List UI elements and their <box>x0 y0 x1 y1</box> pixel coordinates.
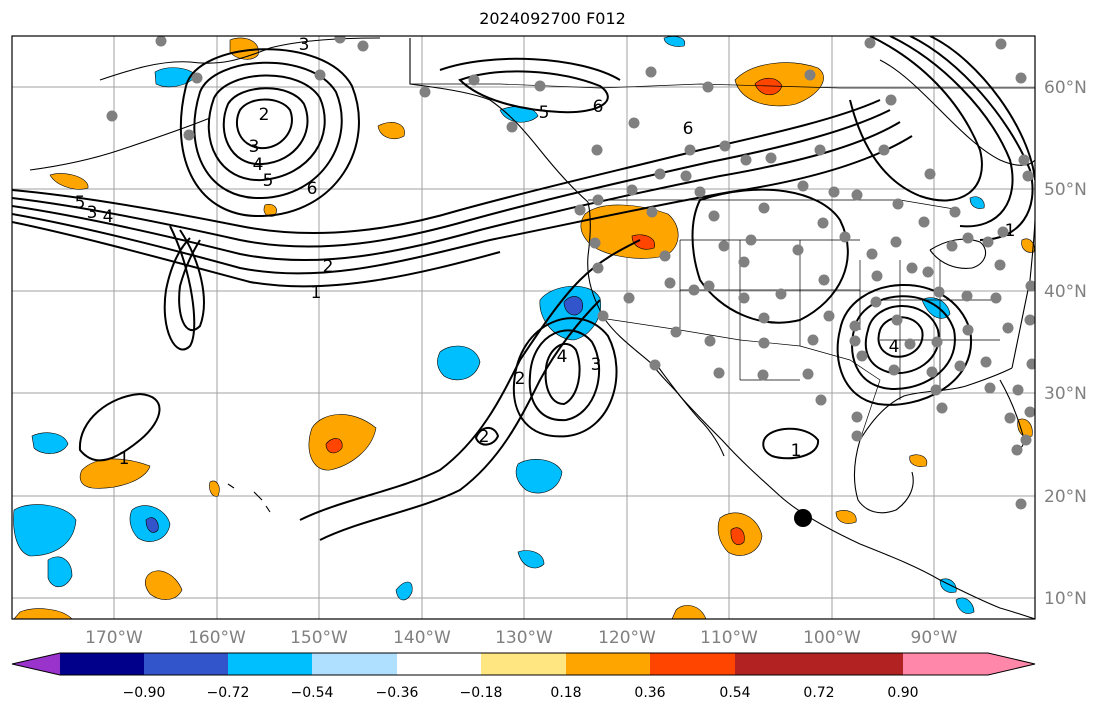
contour-label: 6 <box>683 119 694 139</box>
contour-label: 4 <box>103 207 114 227</box>
colorbar-label: −0.90 <box>123 685 166 701</box>
colorbar-segment <box>312 653 397 675</box>
colorbar-segment <box>228 653 312 675</box>
lat-tick-label: 50°N <box>1044 180 1087 200</box>
lon-tick-label: 140°W <box>393 628 451 648</box>
coastlines <box>29 37 1035 619</box>
lon-tick-label: 120°W <box>598 628 656 648</box>
lon-tick-label: 90°W <box>911 628 958 648</box>
colorbar <box>11 652 1036 676</box>
contour-label: 1 <box>791 441 802 461</box>
lon-tick-label: 150°W <box>290 628 348 648</box>
colorbar-label: 0.18 <box>550 685 581 701</box>
gridlines <box>12 36 1035 619</box>
contour-label: 3 <box>299 35 310 55</box>
lon-tick-labels: 170°W 160°W 150°W 140°W 130°W 120°W 110°… <box>85 628 958 648</box>
contour-label: 2 <box>323 257 334 277</box>
contour-label: 2 <box>259 105 270 125</box>
contour-label: 2 <box>515 369 526 389</box>
lon-tick-label: 160°W <box>188 628 246 648</box>
contour-label: 1 <box>119 449 130 469</box>
map-frame <box>11 35 1036 620</box>
contour-label: 6 <box>593 97 604 117</box>
contour-label: 4 <box>253 155 264 175</box>
lat-tick-label: 20°N <box>1044 487 1087 507</box>
contour-label: 4 <box>557 347 568 367</box>
contour-label: 3 <box>249 137 260 157</box>
map-title: 2024092700 F012 <box>479 9 626 28</box>
contour-label: 6 <box>307 179 318 199</box>
location-marker <box>794 509 812 527</box>
colorbar-label: −0.18 <box>460 685 503 701</box>
colorbar-label: −0.54 <box>291 685 334 701</box>
colorbar-label: 0.54 <box>719 685 750 701</box>
lat-tick-label: 40°N <box>1044 282 1087 302</box>
colorbar-extend-max <box>903 653 1035 675</box>
colorbar-extend-min <box>12 653 60 675</box>
contour-label: 5 <box>263 171 274 191</box>
contour-label: 1 <box>1005 221 1016 241</box>
lat-tick-labels: 60°N 50°N 40°N 30°N 20°N 10°N <box>1044 78 1087 609</box>
contour-label: 5 <box>539 103 550 123</box>
contour-label: 1 <box>311 283 322 303</box>
colorbar-segment <box>735 653 819 675</box>
colorbar-label: −0.36 <box>376 685 419 701</box>
colorbar-segment <box>144 653 228 675</box>
colorbar-segment <box>566 653 650 675</box>
station-markers <box>106 36 1035 510</box>
lat-tick-label: 10°N <box>1044 589 1087 609</box>
contour-labels: 6 5 4 3 2 3 5 3 4 2 1 5 6 6 2 4 3 2 1 1 … <box>75 35 1016 469</box>
colorbar-segment <box>397 653 481 675</box>
lon-tick-label: 170°W <box>85 628 143 648</box>
lat-tick-label: 30°N <box>1044 384 1087 404</box>
colorbar-segment <box>481 653 566 675</box>
contour-lines <box>12 36 1035 541</box>
colorbar-segment <box>650 653 735 675</box>
contour-label: 2 <box>479 427 490 447</box>
positive-anomaly-areas <box>13 37 1035 619</box>
lon-tick-label: 110°W <box>700 628 758 648</box>
colorbar-label: −0.72 <box>207 685 250 701</box>
contour-label: 5 <box>75 193 86 213</box>
lat-tick-label: 60°N <box>1044 78 1087 98</box>
contour-label: 3 <box>591 355 602 375</box>
lon-tick-label: 100°W <box>803 628 861 648</box>
contour-label: 3 <box>87 203 98 223</box>
lon-tick-label: 130°W <box>495 628 553 648</box>
colorbar-segment <box>819 653 903 675</box>
colorbar-label: 0.36 <box>634 685 665 701</box>
colorbar-label: 0.90 <box>887 685 918 701</box>
colorbar-labels: −0.90 −0.72 −0.54 −0.36 −0.18 0.18 0.36 … <box>123 685 919 701</box>
contour-label: 4 <box>889 337 900 357</box>
negative-anomaly-areas <box>13 36 985 614</box>
colorbar-segment <box>60 653 144 675</box>
colorbar-label: 0.72 <box>803 685 834 701</box>
